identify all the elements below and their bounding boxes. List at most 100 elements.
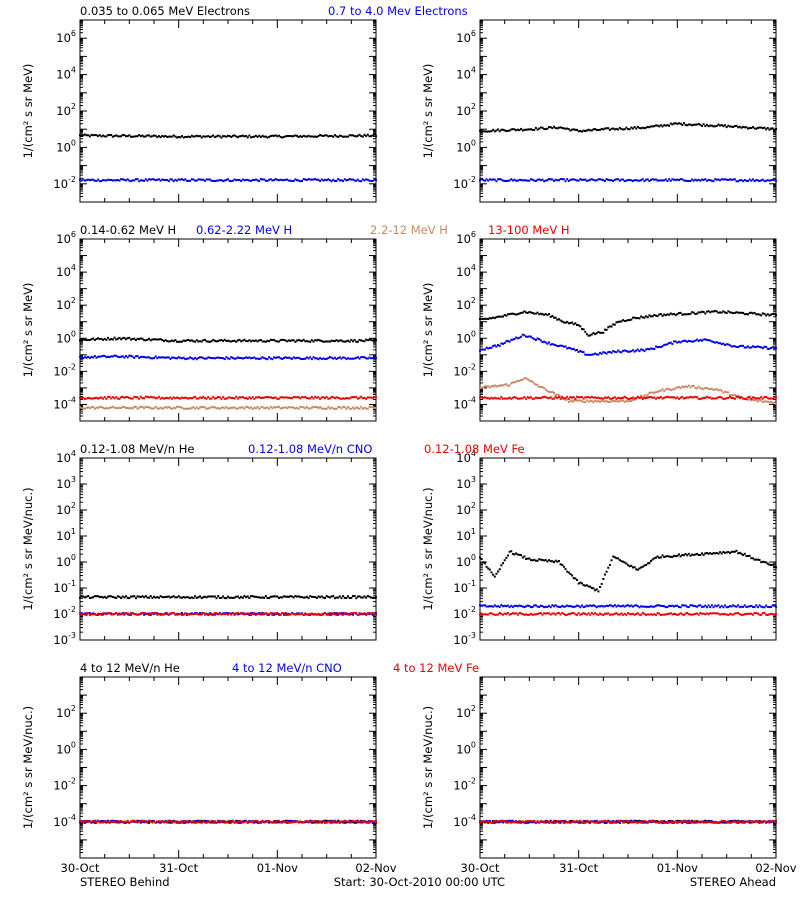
behind-protons-ytick-label: 102 <box>56 296 76 312</box>
ahead-protons-series-0-point <box>704 313 706 315</box>
ytick-exponent: 2 <box>471 102 476 111</box>
ahead-protons-series-3-point <box>500 396 502 398</box>
behind-heavy-low-series-2-point <box>232 612 234 614</box>
behind-electrons-series-1-point <box>137 178 139 180</box>
ytick-base: 10 <box>456 331 471 345</box>
ytick-base: 10 <box>56 232 71 246</box>
ytick-exponent: 4 <box>471 66 476 75</box>
behind-protons-series-3-point <box>326 396 328 398</box>
ahead-electrons-ytick-label: 106 <box>456 29 476 45</box>
behind-heavy-low-ytick-label: 103 <box>56 475 76 491</box>
ahead-heavy-low-series-1-point <box>754 606 756 608</box>
ahead-protons-series-0-point <box>726 312 728 314</box>
ahead-heavy-low-series-0-point <box>634 566 636 568</box>
behind-heavy-low-ytick-label: 10-2 <box>53 605 76 621</box>
ytick-base: 10 <box>56 529 71 543</box>
behind-protons-series-3-point <box>234 398 236 400</box>
ytick-base: 10 <box>56 503 71 517</box>
behind-protons-series-2-point <box>92 406 94 408</box>
ahead-protons-series-2-point <box>693 385 695 387</box>
ahead-protons-series-0-point <box>647 316 649 318</box>
ytick-base: 10 <box>56 31 71 45</box>
behind-heavy-low-ytick-label: 10-1 <box>53 579 76 595</box>
ahead-protons-series-1-point <box>653 348 655 350</box>
behind-protons-series-3-point <box>105 398 107 400</box>
ahead-heavy-low-ytick-label: 101 <box>456 527 476 543</box>
behind-heavy-low-series-0-point <box>192 597 194 599</box>
behind-heavy-low-series-0-point <box>347 595 349 597</box>
ahead-heavy-low-series-1-point <box>737 604 739 606</box>
ahead-electrons-series-1-point <box>713 180 715 182</box>
ytick-exponent: 4 <box>71 66 76 75</box>
ytick-base: 10 <box>456 104 471 118</box>
behind-heavy-low-series-0-point <box>150 595 152 597</box>
ahead-heavy-low-series-1-point <box>709 606 711 608</box>
ytick-exponent: 2 <box>71 102 76 111</box>
behind-heavy-low-series-0-point <box>242 597 244 599</box>
behind-heavy-low-series-0-point <box>194 595 196 597</box>
ytick-base: 10 <box>56 265 71 279</box>
behind-heavy-low-series-2-point <box>331 614 333 616</box>
ahead-protons-series-3-point <box>775 396 777 398</box>
behind-heavy-low-series-0-point <box>265 595 267 597</box>
ahead-heavy-low-series-1-point <box>775 606 777 608</box>
ahead-heavy-low-series-0-point <box>495 573 497 575</box>
behind-electrons-ytick-label: 100 <box>56 138 76 154</box>
ahead-heavy-low-series-2-point <box>760 614 762 616</box>
ahead-heavy-low-series-0-point <box>563 566 565 568</box>
ahead-heavy-low-series-0-point <box>660 556 662 558</box>
behind-electrons-series-1-point <box>168 180 170 182</box>
behind-heavy-low-series-2-point <box>355 612 357 614</box>
ahead-protons-series-2-point <box>721 390 723 392</box>
behind-heavy-low-series-0-point <box>324 597 326 599</box>
behind-protons-series-0-point <box>349 341 351 343</box>
ahead-protons-series-0-point <box>571 322 573 324</box>
ytick-base: 10 <box>456 529 471 543</box>
behind-protons-series-3-point <box>158 396 160 398</box>
ahead-protons-series-2-point <box>647 394 649 396</box>
behind-heavy-low-ytick-label: 102 <box>56 501 76 517</box>
ahead-heavy-low-series-0-point <box>607 567 609 569</box>
ahead-heavy-low-series-0-point <box>599 586 601 588</box>
ahead-electrons-series-0-point <box>724 124 726 126</box>
ahead-heavy-low-series-0-point <box>611 559 613 561</box>
ytick-exponent: 6 <box>71 230 76 239</box>
behind-heavy-low-series-0-point <box>135 597 137 599</box>
ytick-exponent: -2 <box>68 175 76 184</box>
behind-protons-series-0-point <box>354 339 356 341</box>
ytick-base: 10 <box>53 397 68 411</box>
ahead-heavy-low-series-1-point <box>717 604 719 606</box>
ahead-heavy-low-ytick-label: 10-2 <box>453 605 476 621</box>
behind-protons-ytick-label: 100 <box>56 329 76 345</box>
behind-protons-series-2-point <box>375 407 377 409</box>
ahead-protons-series-2-point <box>584 401 586 403</box>
behind-heavy-low-series-0-point <box>339 595 341 597</box>
ahead-protons-series-1-point <box>548 341 550 343</box>
ahead-electrons-series-0-point <box>701 125 703 127</box>
ytick-exponent: 2 <box>71 501 76 510</box>
ytick-base: 10 <box>456 140 471 154</box>
ahead-heavy-low-series-0-point <box>561 564 563 566</box>
ytick-exponent: -4 <box>68 395 76 404</box>
behind-heavy-high-ytick-label: 102 <box>56 704 76 720</box>
ahead-protons-series-0-point <box>680 312 682 314</box>
ahead-protons-series-0-point <box>548 313 550 315</box>
ytick-exponent: 4 <box>471 263 476 272</box>
ytick-exponent: 1 <box>71 527 76 536</box>
behind-heavy-low-series-0-point <box>340 597 342 599</box>
behind-heavy-low-series-2-point <box>128 614 130 616</box>
ahead-protons-series-2-point <box>688 385 690 387</box>
ahead-protons-series-1-point <box>509 341 511 343</box>
ytick-exponent: -2 <box>68 605 76 614</box>
behind-heavy-low-series-0-point <box>350 597 352 599</box>
ahead-electrons-series-1-point <box>666 180 668 182</box>
behind-protons-series-1-point <box>311 358 313 360</box>
ahead-protons-series-0-point <box>555 317 557 319</box>
ahead-electrons-series-0-point <box>607 127 609 129</box>
behind-protons-series-2-point <box>135 406 137 408</box>
ahead-protons-series-1-point <box>671 343 673 345</box>
ahead-electrons-series-0-point <box>629 128 631 130</box>
ytick-base: 10 <box>56 331 71 345</box>
ytick-base: 10 <box>56 451 71 465</box>
behind-electrons-series-1-point <box>342 180 344 182</box>
